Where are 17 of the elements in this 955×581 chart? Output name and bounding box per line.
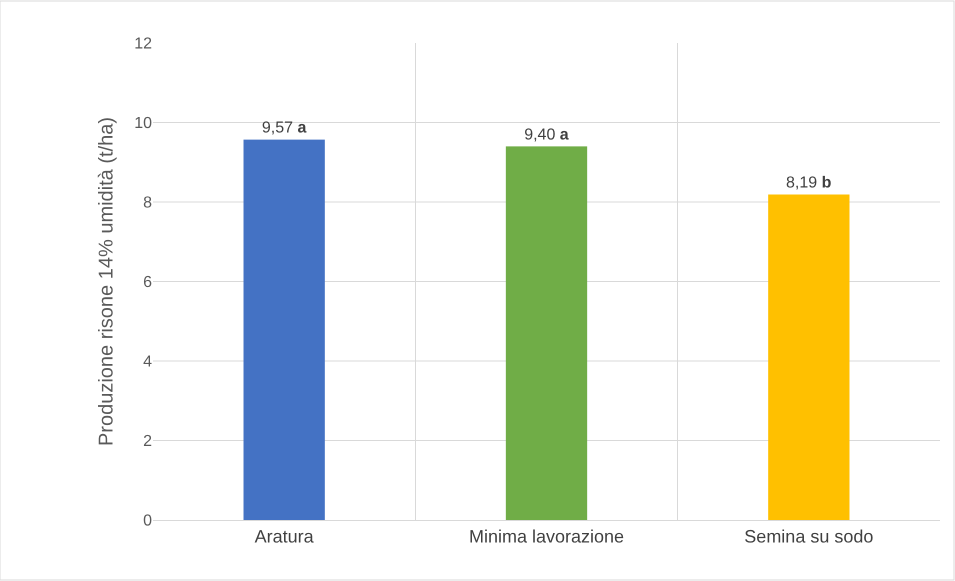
x-tick-label: Aratura (254, 526, 315, 547)
x-tick-label: Semina su sodo (744, 526, 874, 547)
data-label: 9,57 a (262, 120, 306, 137)
y-tick-label: 10 (134, 115, 152, 132)
y-tick-label: 6 (143, 274, 152, 292)
data-label: 8,19 b (786, 174, 832, 192)
x-tick-label: Minima lavorazione (468, 526, 624, 547)
y-tick-label: 0 (143, 512, 152, 530)
y-tick-label: 4 (143, 354, 152, 371)
bar (244, 140, 325, 520)
y-tick-label: 2 (143, 433, 152, 450)
y-axis-title: Produzione risone 14% umidità (t/ha) (96, 116, 118, 446)
bar (768, 194, 850, 520)
y-tick-label: 8 (143, 194, 152, 212)
y-tick-label: 12 (134, 36, 152, 53)
data-label: 9,40 a (524, 126, 569, 144)
bar (506, 146, 588, 520)
